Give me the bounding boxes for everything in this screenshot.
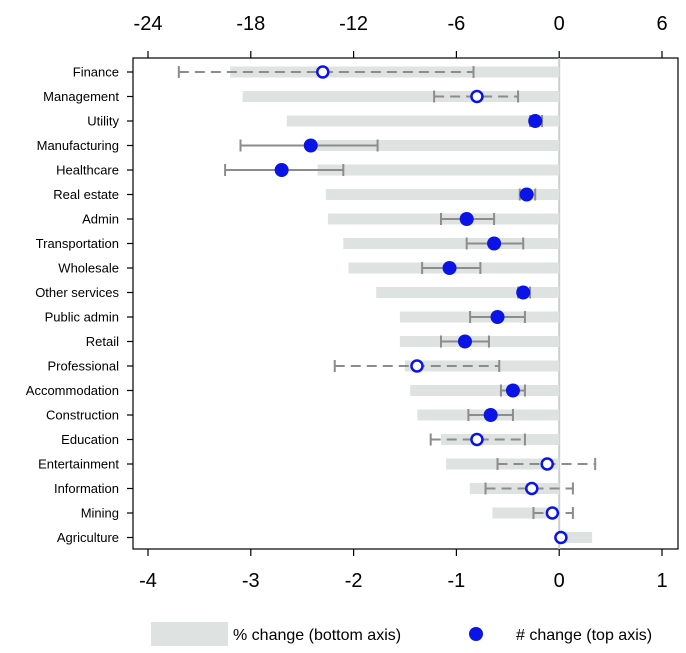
bottom-tick-label-4: 0 bbox=[554, 570, 565, 592]
category-label-10: Public admin bbox=[45, 310, 119, 325]
bar-5 bbox=[325, 189, 560, 200]
category-label-14: Construction bbox=[46, 408, 119, 423]
point-6 bbox=[459, 212, 474, 226]
point-12 bbox=[410, 359, 424, 373]
point-13 bbox=[505, 383, 520, 398]
point-18 bbox=[545, 506, 560, 520]
point-5 bbox=[519, 187, 534, 202]
category-label-5: Real estate bbox=[53, 187, 119, 202]
category-label-4: Healthcare bbox=[56, 163, 119, 178]
bottom-tick-label-2: -2 bbox=[345, 570, 363, 592]
top-tick-label-3: -6 bbox=[448, 13, 466, 35]
point-10 bbox=[490, 310, 505, 324]
bottom-tick-label-5: 1 bbox=[656, 570, 667, 592]
point-9 bbox=[516, 285, 531, 300]
bar-9 bbox=[376, 287, 560, 298]
plot-frame bbox=[132, 57, 679, 550]
top-tick-label-1: -18 bbox=[236, 13, 265, 35]
category-label-2: Utility bbox=[87, 114, 119, 129]
point-15 bbox=[470, 432, 484, 447]
category-label-15: Education bbox=[61, 432, 119, 447]
category-label-17: Information bbox=[54, 481, 119, 496]
top-tick-label-2: -12 bbox=[339, 13, 368, 35]
bar-13 bbox=[410, 385, 560, 396]
bottom-tick-label-0: -4 bbox=[139, 570, 157, 592]
top-tick-label-4: 0 bbox=[554, 13, 565, 35]
legend-point-label: # change (top axis) bbox=[516, 627, 652, 644]
bar-18 bbox=[492, 507, 560, 519]
bar-19 bbox=[559, 532, 593, 543]
point-0 bbox=[316, 65, 330, 79]
point-16 bbox=[540, 457, 554, 471]
bar-7 bbox=[343, 238, 560, 249]
legend-bar-label: % change (bottom axis) bbox=[233, 627, 401, 644]
category-label-11: Retail bbox=[86, 334, 119, 349]
point-8 bbox=[442, 261, 457, 275]
point-11 bbox=[457, 334, 472, 349]
point-17 bbox=[525, 481, 539, 496]
bar-3 bbox=[317, 140, 560, 151]
category-label-19: Agriculture bbox=[57, 530, 119, 545]
bar-2 bbox=[286, 115, 560, 127]
bar-4 bbox=[317, 164, 560, 176]
category-label-8: Wholesale bbox=[58, 261, 119, 276]
bar-17 bbox=[469, 483, 560, 494]
bottom-tick-label-1: -3 bbox=[242, 570, 260, 592]
category-label-16: Entertainment bbox=[38, 457, 119, 472]
category-label-9: Other services bbox=[35, 285, 119, 300]
point-19 bbox=[554, 530, 568, 545]
legend-point-swatch bbox=[469, 627, 483, 641]
top-tick-label-0: -24 bbox=[134, 13, 163, 35]
bar-1 bbox=[242, 91, 560, 102]
point-2 bbox=[528, 114, 543, 128]
point-1 bbox=[470, 89, 484, 104]
category-label-18: Mining bbox=[81, 506, 119, 521]
point-7 bbox=[487, 236, 502, 251]
category-label-13: Accommodation bbox=[26, 383, 119, 398]
category-label-1: Management bbox=[43, 89, 119, 104]
point-14 bbox=[483, 408, 498, 422]
category-label-3: Manufacturing bbox=[37, 138, 119, 153]
legend-bar-swatch bbox=[151, 622, 228, 646]
category-label-7: Transportation bbox=[36, 236, 119, 251]
point-3 bbox=[303, 138, 318, 153]
category-label-12: Professional bbox=[47, 359, 119, 374]
point-4 bbox=[274, 163, 289, 177]
bottom-tick-label-3: -1 bbox=[448, 570, 466, 592]
top-tick-label-5: 6 bbox=[656, 13, 667, 35]
category-label-6: Admin bbox=[82, 212, 119, 227]
category-label-0: Finance bbox=[73, 65, 119, 80]
legend: % change (bottom axis) # change (top axi… bbox=[151, 622, 652, 646]
